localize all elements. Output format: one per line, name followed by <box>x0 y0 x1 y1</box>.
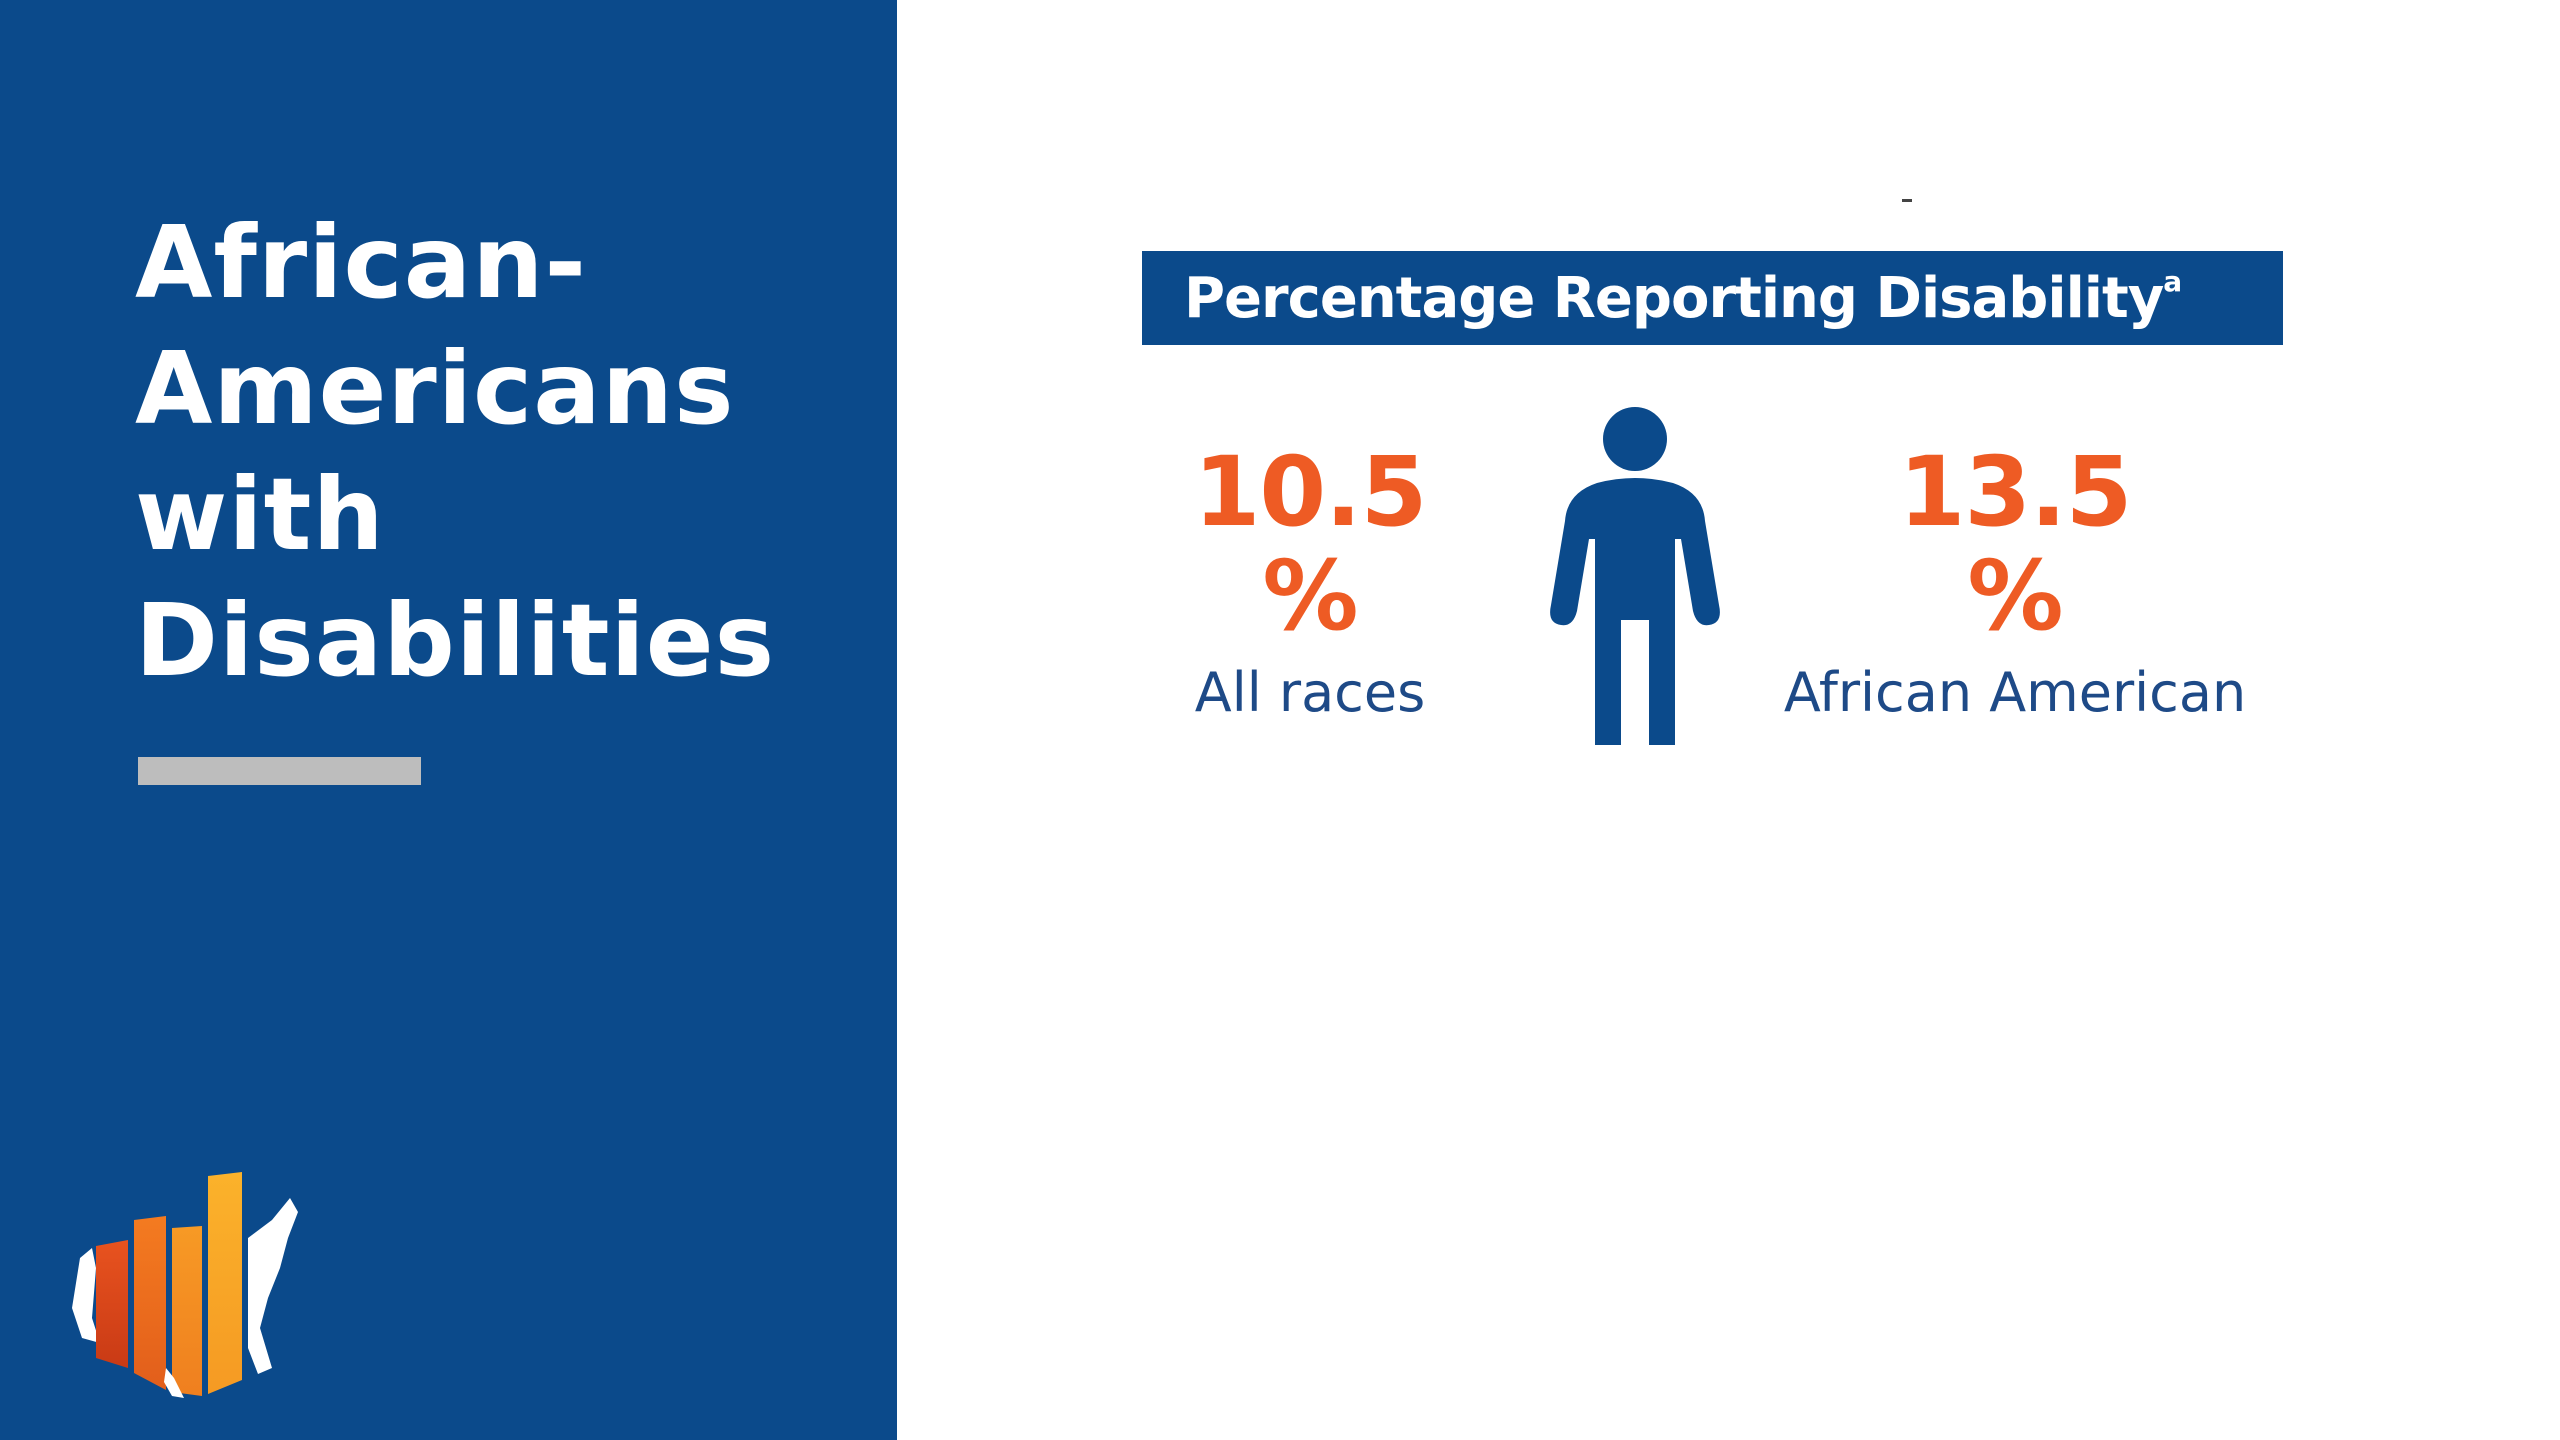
title-line: African- <box>135 204 587 321</box>
stat-all-races: 10.5 % All races <box>1175 440 1445 728</box>
decorative-dash <box>1902 199 1912 202</box>
title-underline-divider <box>138 757 421 785</box>
infographic-banner: Percentage Reporting Disabilitya <box>1142 251 2283 345</box>
slide-title: African- Americans with Disabilities <box>135 200 855 704</box>
banner-title: Percentage Reporting Disabilitya <box>1184 264 2182 331</box>
footnote-marker: a <box>2163 264 2182 298</box>
title-line: Disabilities <box>135 582 776 699</box>
stat-african-american: 13.5 % African American <box>1755 440 2275 728</box>
stat-unit: % <box>1967 540 2063 652</box>
title-line: with <box>135 456 385 573</box>
stat-value: 10.5 <box>1193 436 1428 548</box>
stat-unit: % <box>1262 540 1358 652</box>
title-panel: African- Americans with Disabilities <box>0 0 897 1440</box>
person-icon <box>1550 407 1720 745</box>
banner-title-text: Percentage Reporting Disability <box>1184 265 2164 331</box>
stat-label: All races <box>1194 661 1426 724</box>
title-line: Americans <box>135 330 735 447</box>
stat-value: 13.5 <box>1898 436 2133 548</box>
stat-label: African American <box>1783 661 2247 724</box>
us-map-bar-chart-logo-icon <box>72 1172 298 1398</box>
